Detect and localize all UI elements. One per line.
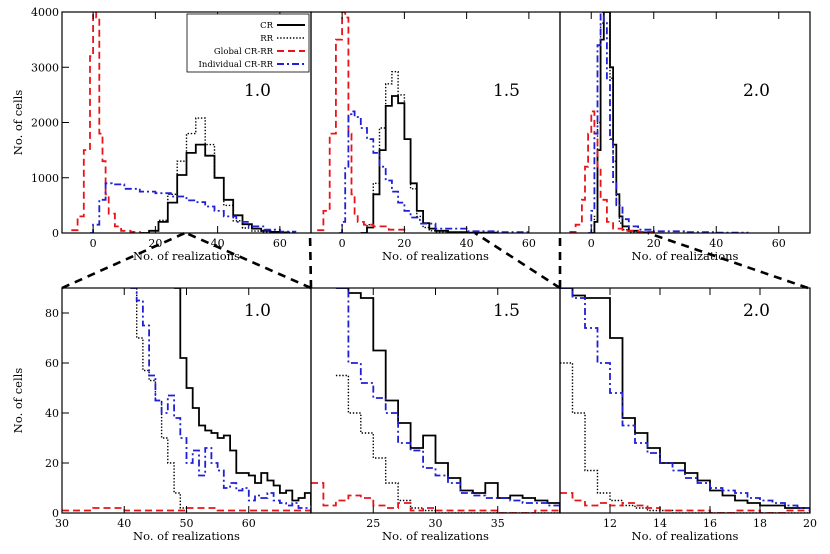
series-global-cr-rr [71, 12, 141, 233]
series-individual-cr-rr [339, 110, 530, 233]
x-tick-label: 60 [772, 237, 786, 250]
x-axis-label: No. of realizations [382, 249, 489, 263]
series-individual-cr-rr [335, 288, 560, 513]
x-tick-label: 60 [242, 517, 256, 530]
x-tick-label: 30 [55, 517, 69, 530]
y-tick-label: 0 [52, 227, 59, 240]
x-tick-label: 20 [647, 237, 661, 250]
x-tick-label: 0 [588, 237, 595, 250]
legend-label: Global CR-RR [214, 47, 274, 57]
y-tick-label: 80 [45, 307, 59, 320]
y-tick-label: 1000 [31, 172, 59, 185]
x-axis-label: No. of realizations [133, 529, 240, 543]
panel-annotation: 2.0 [743, 81, 770, 101]
x-tick-label: 40 [460, 237, 474, 250]
y-axis-label: No. of cells [11, 368, 25, 434]
series-global-cr-rr [311, 482, 560, 513]
panel-top-3: 0 20 40 60 No. of realizations 2.0 [559, 11, 811, 263]
x-tick-label: 40 [709, 237, 723, 250]
x-tick-label: 60 [522, 237, 536, 250]
legend-label: Individual CR-RR [199, 60, 274, 70]
zoom-connector-line [308, 232, 313, 289]
panel-bottom-3: 12 14 16 18 20 No. of realizations 2.0 [559, 287, 817, 543]
panel-annotation: 1.5 [493, 81, 520, 101]
x-axis-label: No. of realizations [632, 249, 739, 263]
series-global-cr-rr [560, 492, 810, 513]
series-individual-cr-rr [90, 182, 297, 233]
legend-box [186, 13, 310, 73]
series-cr [360, 95, 499, 233]
y-tick-label: 60 [45, 357, 59, 370]
series-individual-cr-rr [130, 288, 311, 513]
panel-annotation: 1.0 [244, 301, 271, 321]
x-tick-label: 40 [117, 517, 131, 530]
legend-label: RR [260, 34, 273, 44]
series-individual-cr-rr [560, 288, 810, 509]
series-global-cr-rr [62, 507, 311, 513]
x-tick-label: 35 [491, 517, 505, 530]
x-tick-label: 12 [603, 517, 617, 530]
x-axis-label: No. of realizations [382, 529, 489, 543]
legend: CR RR Global CR-RR Individual CR-RR [186, 13, 310, 73]
x-tick-label: 14 [653, 517, 667, 530]
zoom-connector-line [185, 231, 312, 290]
x-tick-label: 0 [90, 237, 97, 250]
x-axis-label: No. of realizations [133, 249, 240, 263]
x-tick-label: 30 [429, 517, 443, 530]
series-rr [591, 12, 639, 233]
x-tick-label: 20 [803, 517, 817, 530]
y-tick-label: 4000 [31, 6, 59, 19]
series-rr [335, 374, 560, 513]
panel-frame [61, 287, 312, 514]
y-tick-label: 2000 [31, 117, 59, 130]
panel-annotation: 1.5 [493, 301, 520, 321]
x-tick-label: 16 [703, 517, 717, 530]
panel-top-2: 0 20 40 60 No. of realizations 1.5 [310, 11, 561, 263]
series-global-cr-rr [317, 12, 406, 232]
y-tick-label: 3000 [31, 61, 59, 74]
zoom-connectors [61, 231, 809, 290]
zoom-connector-line [647, 231, 809, 290]
x-tick-label: 20 [397, 237, 411, 250]
series-cr [139, 143, 291, 233]
y-tick-label: 40 [45, 407, 59, 420]
series-rr [139, 117, 290, 233]
panel-frame [559, 287, 811, 514]
x-tick-label: 60 [273, 237, 287, 250]
panel-frame [310, 11, 561, 234]
x-tick-label: 0 [339, 237, 346, 250]
y-axis-label: No. of cells [11, 90, 25, 156]
zoom-connector-line [61, 231, 186, 290]
x-axis-label: No. of realizations [632, 529, 739, 543]
y-tick-label: 20 [45, 457, 59, 470]
y-tick-label: 0 [52, 507, 59, 520]
x-tick-label: 50 [180, 517, 194, 530]
panel-bottom-1: 30 40 50 60 0 20 40 60 80 No. of realizations No. … [11, 287, 312, 543]
panel-annotation: 1.0 [244, 81, 271, 101]
panel-frame [559, 11, 811, 234]
series-rr [560, 362, 810, 513]
series-global-cr-rr [569, 110, 655, 233]
series-individual-cr-rr [588, 12, 749, 233]
series-rr [360, 71, 449, 233]
x-tick-label: 18 [753, 517, 767, 530]
panel-annotation: 2.0 [743, 301, 770, 321]
zoom-connector-line [474, 231, 561, 290]
series-cr [174, 288, 311, 506]
x-tick-label: 25 [366, 517, 380, 530]
legend-label: CR [260, 21, 274, 31]
